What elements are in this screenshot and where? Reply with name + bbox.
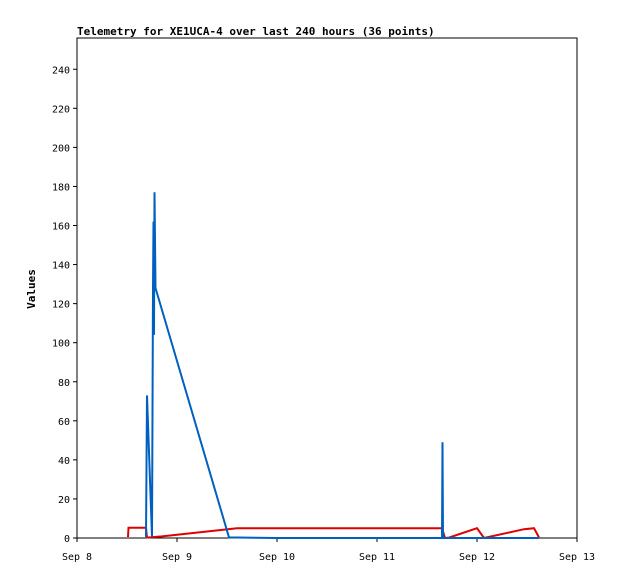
y-tick-label: 100 (52, 339, 70, 350)
x-tick-label: Sep 11 (359, 552, 395, 563)
x-tick-label: Sep 8 (62, 552, 92, 563)
chart-title: Telemetry for XE1UCA-4 over last 240 hou… (77, 25, 435, 38)
y-tick-label: 240 (52, 65, 70, 76)
y-tick-label: 0 (64, 534, 70, 545)
y-axis: 0 20 40 60 80 100 120 140 160 180 200 220 240 (52, 65, 77, 545)
y-tick-label: 80 (58, 378, 70, 389)
y-tick-label: 180 (52, 182, 70, 193)
x-tick-label: Sep 12 (459, 552, 495, 563)
y-tick-label: 140 (52, 261, 70, 272)
x-axis: Sep 8 Sep 9 Sep 10 Sep 11 Sep 12 Sep 13 (62, 538, 595, 563)
y-tick-label: 40 (58, 456, 70, 467)
y-tick-label: 60 (58, 417, 70, 428)
x-tick-label: Sep 10 (259, 552, 295, 563)
series-layer (127, 192, 540, 540)
y-axis-label: Values (25, 269, 38, 309)
y-tick-label: 20 (58, 495, 70, 506)
y-tick-label: 220 (52, 104, 70, 115)
y-tick-label: 120 (52, 300, 70, 311)
plot-frame (76, 37, 578, 539)
x-tick-label: Sep 13 (559, 552, 595, 563)
x-tick-label: Sep 9 (162, 552, 192, 563)
y-tick-label: 200 (52, 143, 70, 154)
series-line-2 (145, 192, 539, 539)
y-tick-label: 160 (52, 222, 70, 233)
